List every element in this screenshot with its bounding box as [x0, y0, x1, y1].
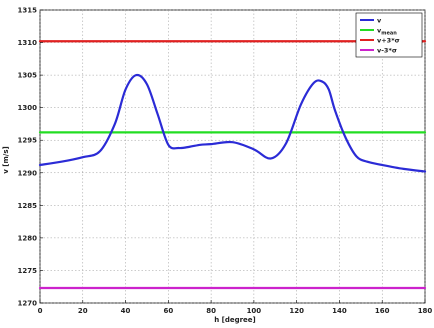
y-tick-label: 1290: [18, 169, 38, 177]
legend-entry-label: v: [377, 16, 382, 24]
plot-frame: [39, 9, 426, 304]
grid: [39, 9, 426, 304]
x-tick-label: 40: [121, 307, 131, 315]
legend-entry-label: v-3*σ: [377, 46, 397, 54]
ticks: 0 20 40 60 80 100 120 140 160 180 1270 1275 1280 1285…: [18, 7, 433, 316]
y-tick-label: 1300: [18, 104, 38, 112]
legend-entry-label: vmean: [377, 26, 397, 36]
y-tick-label: 1315: [18, 7, 38, 15]
series-line-v: [38, 73, 427, 173]
plot-area: [39, 9, 426, 304]
y-tick-label: 1305: [18, 72, 38, 80]
x-tick-label: 140: [332, 307, 347, 315]
y-tick-label: 1280: [18, 234, 38, 242]
y-tick-label: 1270: [18, 300, 38, 308]
y-tick-label: 1285: [18, 202, 38, 210]
x-tick-label: 20: [78, 307, 88, 315]
x-tick-label: 0: [38, 307, 43, 315]
x-tick-label: 120: [289, 307, 304, 315]
y-tick-label: 1275: [18, 267, 38, 275]
x-tick-label: 180: [418, 307, 433, 315]
x-tick-label: 60: [163, 307, 173, 315]
x-axis-label: h [degree]: [214, 316, 256, 324]
y-tick-label: 1310: [18, 39, 38, 47]
x-tick-label: 80: [206, 307, 216, 315]
legend-entry-label: v+3*σ: [377, 36, 400, 44]
x-tick-label: 160: [375, 307, 390, 315]
x-tick-label: 100: [247, 307, 262, 315]
y-axis-label: v [m/s]: [2, 146, 10, 173]
y-tick-label: 1295: [18, 137, 38, 145]
